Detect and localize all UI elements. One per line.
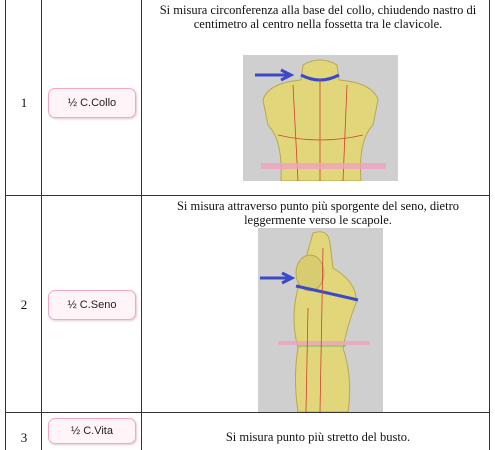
border [5,0,6,450]
border [5,195,490,196]
border [5,412,490,413]
border [41,0,42,450]
row-number: 1 [20,95,28,110]
measure-label: ½ C.Collo [48,88,136,118]
description: Si misura punto più stretto del busto. [225,430,411,444]
measure-label: ½ C.Vita [48,418,136,444]
description: Si misura circonferenza alla base del co… [159,3,477,31]
border [141,0,142,450]
row-number: 2 [20,297,28,312]
measure-label: ½ C.Seno [48,290,136,320]
border [489,0,490,450]
mannequin-front [243,55,398,181]
row-number: 3 [20,430,28,445]
description: Si misura attraverso punto più sporgente… [176,199,459,227]
mannequin-side [258,228,383,412]
